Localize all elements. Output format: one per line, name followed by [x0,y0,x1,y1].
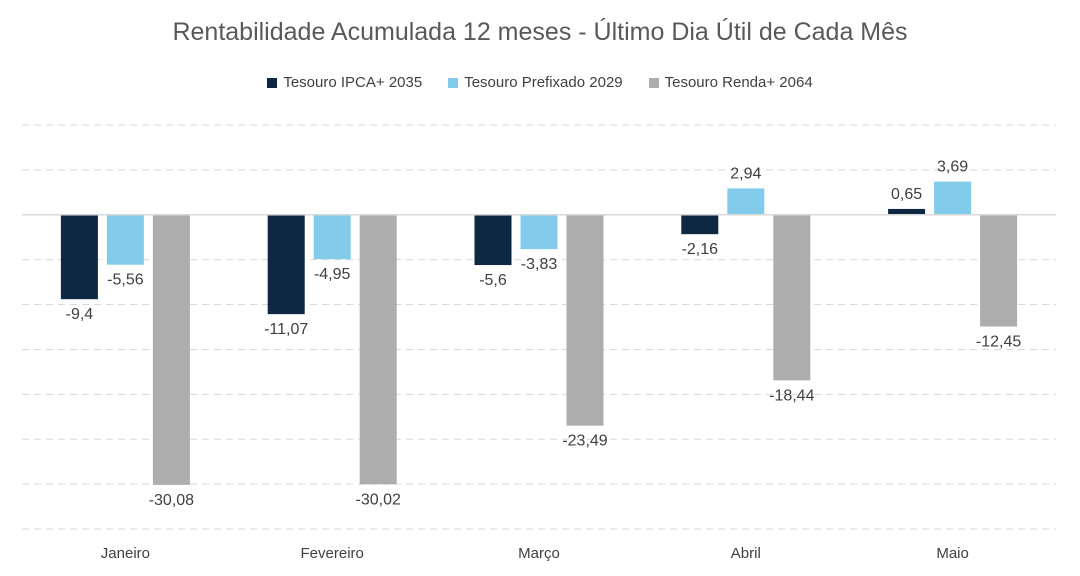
x-tick-label: Janeiro [101,545,150,562]
bar [313,214,351,260]
bar [106,214,144,265]
bar [980,214,1018,327]
legend-swatch-ipca [267,77,278,88]
legend-item-renda: Tesouro Renda+ 2064 [648,74,813,91]
bar [474,214,512,266]
bar [934,181,972,215]
data-label: -4,95 [314,266,351,283]
x-tick-label: Março [518,545,560,562]
bar [60,214,98,300]
legend-item-ipca: Tesouro IPCA+ 2035 [267,74,422,91]
data-label: -2,16 [682,241,719,258]
bar [520,214,558,250]
bar [566,214,604,426]
legend-label-renda: Tesouro Renda+ 2064 [664,74,813,91]
data-label: -23,49 [562,433,607,450]
x-tick-label: Abril [731,545,761,562]
data-label: -3,83 [521,256,558,273]
legend-swatch-prefixado [448,77,459,88]
data-label: 2,94 [730,165,761,182]
bar [773,214,811,381]
data-label: -12,45 [976,334,1021,351]
bar [681,214,719,235]
data-label: -9,4 [66,306,94,323]
data-label: -5,6 [479,272,507,289]
legend-swatch-renda [648,77,659,88]
data-label: -11,07 [264,321,308,338]
data-label: -18,44 [769,387,814,404]
data-label: 3,69 [937,159,968,176]
legend-label-prefixado: Tesouro Prefixado 2029 [464,74,623,91]
chart-title: Rentabilidade Acumulada 12 meses - Últim… [172,18,908,46]
x-tick-label: Maio [936,545,969,562]
x-tick-label: Fevereiro [301,545,364,562]
data-label: -30,02 [356,491,401,508]
data-label: -5,56 [107,272,144,289]
legend-label-ipca: Tesouro IPCA+ 2035 [283,74,423,91]
legend-item-prefixado: Tesouro Prefixado 2029 [448,74,623,91]
bar [727,188,765,215]
data-label: 0,65 [891,186,922,203]
legend: Tesouro IPCA+ 2035 Tesouro Prefixado 202… [0,74,1080,91]
bar [267,214,305,315]
data-label: -30,08 [149,492,194,509]
bar [359,214,397,485]
bar [888,208,926,215]
bar [152,214,190,485]
